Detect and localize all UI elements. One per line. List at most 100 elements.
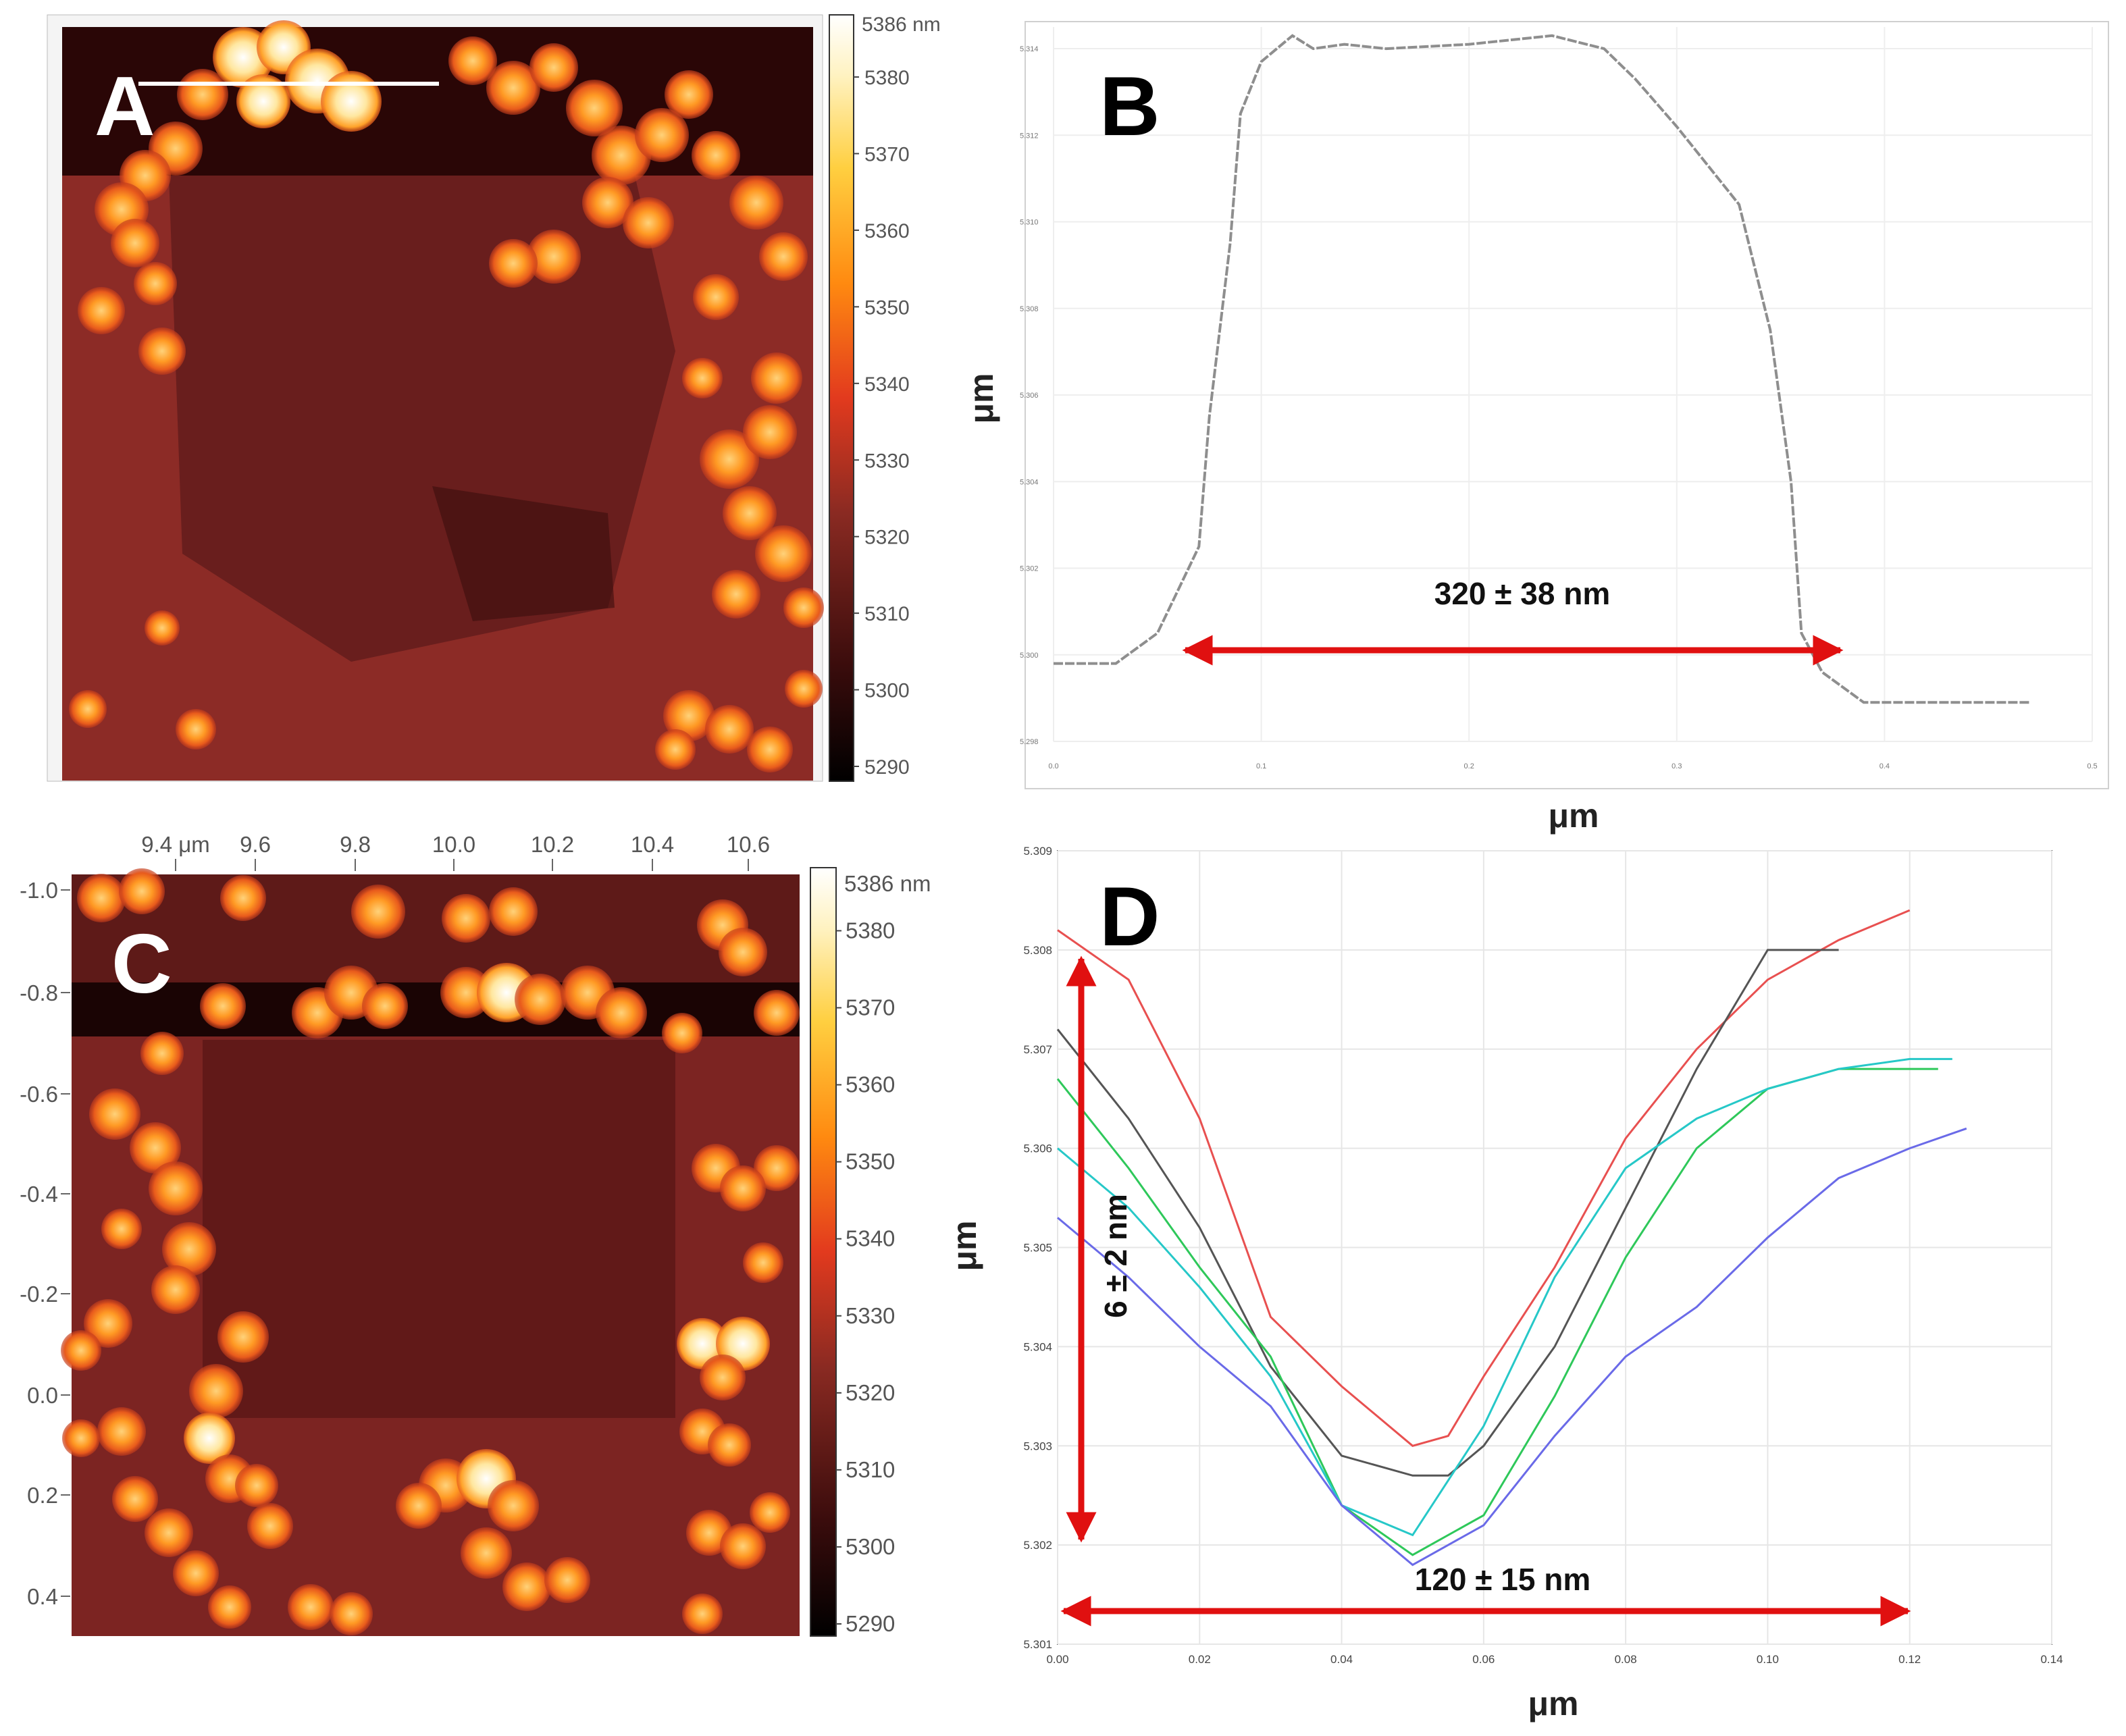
x-tick-label: 0.2 [1464, 762, 1474, 770]
height-particle [682, 1594, 723, 1634]
panel-c-colorbar-ticks: 5380 5370 5360 5350 5340 5330 5320 5310 5300 5290 [836, 918, 895, 1636]
x-tick-label: 10.6 [727, 832, 770, 857]
panel-c-colorbar [810, 867, 837, 1637]
height-particle [489, 887, 538, 936]
colorbar-tick-label: 5320 [864, 527, 910, 549]
y-tick-label: -0.8 [20, 980, 58, 1005]
y-tick-label: 5.309 [1023, 845, 1052, 858]
panel-c: 9.4 μm 9.6 9.8 10.0 10.2 10.4 10.6 -1.0 -0.8 -0.… [20, 832, 931, 1637]
x-tick-label: 0.08 [1615, 1653, 1637, 1666]
y-tick-label: -0.6 [20, 1082, 58, 1107]
height-particle [700, 429, 759, 489]
panel-b: 0.0 0.1 0.2 0.3 0.4 0.5 5.298 5.300 5.302 5.304 5.… [962, 21, 2109, 835]
height-particle [149, 1161, 203, 1215]
x-tick-label: 0.14 [2040, 1653, 2063, 1666]
height-particle [785, 670, 823, 708]
height-particle [783, 587, 824, 628]
panel-b-width-label: 320 ± 38 nm [1434, 576, 1611, 611]
series-line-cyan [1057, 1057, 1952, 1537]
height-particle [362, 983, 408, 1029]
y-tick-label: 5.308 [1020, 305, 1039, 313]
y-tick-label: 5.307 [1023, 1043, 1052, 1056]
colorbar-tick-label: 5320 [846, 1380, 895, 1405]
panel-d-depth-label: 6 ± 2 nm [1098, 1194, 1133, 1318]
y-tick-label: 5.300 [1020, 652, 1039, 660]
height-particle [288, 1584, 334, 1630]
height-particle [712, 570, 760, 619]
y-tick-label: 5.308 [1023, 944, 1052, 957]
height-particle [755, 525, 812, 582]
height-particle [665, 70, 713, 119]
height-particle [145, 610, 180, 646]
panel-c-letter: C [111, 918, 172, 1011]
height-particle [177, 69, 228, 120]
height-particle [488, 1480, 539, 1531]
colorbar-tick-label: 5290 [846, 1611, 895, 1636]
height-particle [708, 1423, 751, 1467]
y-tick-label: 5.302 [1023, 1539, 1052, 1552]
panel-c-x-ticks: 9.4 μm 9.6 9.8 10.0 10.2 10.4 10.6 [141, 832, 770, 871]
colorbar-tick-label: 5310 [864, 603, 910, 625]
height-particle [750, 1492, 790, 1533]
height-particle [747, 727, 793, 772]
height-particle [220, 875, 266, 921]
height-particle [235, 1464, 278, 1507]
height-particle [754, 1145, 800, 1191]
panel-b-xlabel: μm [1548, 797, 1599, 835]
panel-b-ylabel: μm [962, 373, 1000, 423]
y-tick-label: 5.304 [1023, 1340, 1052, 1353]
series-line-blue [1057, 1127, 1967, 1567]
colorbar-tick-label: 5360 [864, 220, 910, 242]
height-particle [754, 990, 800, 1036]
height-particle [655, 729, 696, 770]
x-tick-label: 0.5 [2087, 762, 2097, 770]
height-particle [247, 1503, 293, 1549]
height-particle [461, 1527, 512, 1579]
height-particle [176, 709, 216, 749]
colorbar-tick-label: 5350 [864, 296, 910, 319]
y-tick-label: 5.312 [1020, 132, 1039, 140]
x-tick-label: 0.02 [1189, 1653, 1211, 1666]
height-particle [502, 1562, 551, 1611]
panel-b-profile-line [1054, 34, 2030, 704]
y-tick-label: 5.303 [1023, 1440, 1052, 1452]
height-particle [662, 1013, 702, 1053]
height-particle [189, 1364, 243, 1418]
height-particle [236, 74, 290, 128]
height-particle [89, 1088, 140, 1140]
height-particle [69, 690, 107, 728]
panel-a-letter: A [95, 60, 155, 153]
panel-c-y-ticks: -1.0 -0.8 -0.6 -0.4 -0.2 0.0 0.2 0.4 [20, 878, 70, 1609]
height-particle [61, 1330, 101, 1371]
height-particle [97, 1407, 146, 1456]
y-tick-label: -1.0 [20, 878, 58, 903]
colorbar-tick-label: 5300 [846, 1534, 895, 1559]
panel-b-grid [1053, 27, 2093, 742]
height-particle [396, 1483, 442, 1529]
height-particle [700, 1354, 746, 1400]
height-particle [111, 219, 159, 267]
colorbar-tick-label: 5340 [846, 1226, 895, 1251]
height-particle [62, 1419, 100, 1457]
panel-d-ticks: 0.00 0.02 0.04 0.06 0.08 0.10 0.12 0.14 5.301 5.3… [1023, 845, 2063, 1666]
height-particle [705, 705, 754, 754]
x-tick-label: 10.0 [432, 832, 475, 857]
x-tick-label: 10.4 [631, 832, 674, 857]
colorbar-tick-label: 5380 [846, 918, 895, 943]
height-particle [321, 71, 382, 132]
height-particle [101, 1209, 142, 1249]
panel-a-pit-deep [432, 486, 615, 621]
colorbar-tick-label: 5370 [864, 144, 910, 166]
colorbar-tick-label: 5310 [846, 1457, 895, 1482]
height-particle [145, 1508, 193, 1557]
y-tick-label: 5.314 [1020, 45, 1039, 53]
x-tick-label: 0.1 [1256, 762, 1266, 770]
x-tick-label: 0.0 [1048, 762, 1058, 770]
height-particle [119, 868, 165, 914]
colorbar-tick-label: 5290 [864, 756, 910, 779]
height-particle [130, 1122, 181, 1174]
panel-a: A 5380 5370 5360 5350 5340 5330 5320 5310 5300 52… [47, 14, 941, 782]
panel-d-xlabel: μm [1528, 1685, 1578, 1722]
y-tick-label: 5.306 [1020, 392, 1039, 400]
